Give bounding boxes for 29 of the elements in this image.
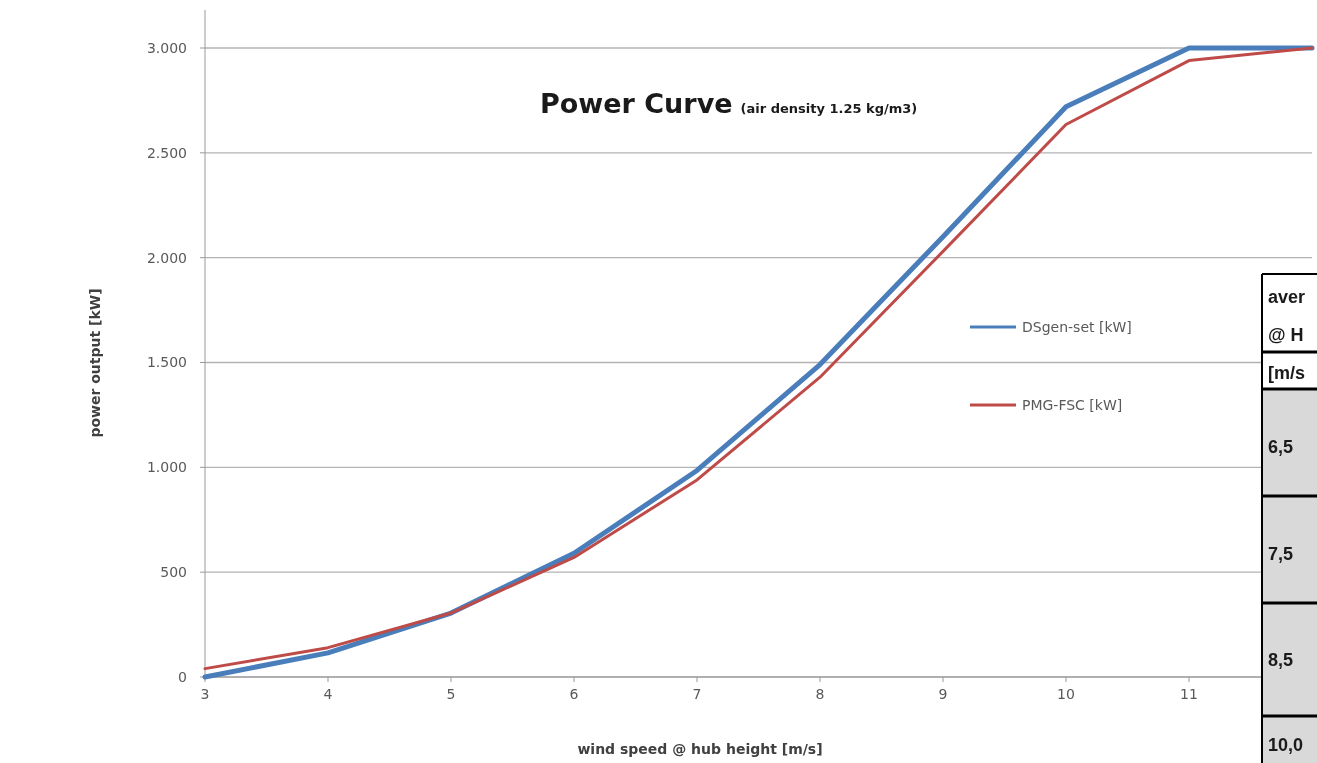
annotation: 8,5 (1268, 650, 1294, 671)
y-tick-label: 1.500 (146, 354, 187, 371)
y-tick-label: 2.500 (146, 144, 187, 161)
x-tick-label: 4 (323, 686, 333, 702)
x-axis-title: wind speed @ hub height [m/s] (577, 741, 823, 757)
text: (air density 1.25 kg/m3) (740, 101, 918, 116)
x-tick-label: 8 (815, 686, 825, 702)
legend-label: PMG-FSC [kW] (1022, 396, 1123, 413)
y-tick-label: 500 (160, 564, 187, 581)
x-tick-label: 5 (446, 686, 456, 702)
annotation: [m/s (1268, 363, 1306, 384)
y-tick-label: 2.000 (146, 249, 187, 266)
annotation: 6,5 (1268, 437, 1294, 458)
text: 10,0 (1268, 735, 1304, 756)
y-tick-label: 0 (178, 668, 187, 685)
legend-label: DSgen-set [kW] (1022, 318, 1132, 335)
x-tick-label: 3 (200, 686, 210, 702)
x-tick-label: 10 (1057, 686, 1075, 702)
annotation: 7,5 (1268, 543, 1294, 564)
y-tick-label: 3.000 (146, 39, 187, 56)
annotation: aver (1268, 287, 1306, 308)
x-tick-label: 7 (692, 686, 702, 702)
x-tick-label: 9 (938, 686, 948, 702)
annotation: @ H (1268, 325, 1304, 346)
x-tick-label: 11 (1180, 686, 1198, 702)
y-axis-title: power output [kW] (87, 288, 103, 438)
x-tick-label: 6 (569, 686, 579, 702)
y-tick-label: 1.000 (146, 459, 187, 476)
text: Power Curve (540, 88, 733, 119)
